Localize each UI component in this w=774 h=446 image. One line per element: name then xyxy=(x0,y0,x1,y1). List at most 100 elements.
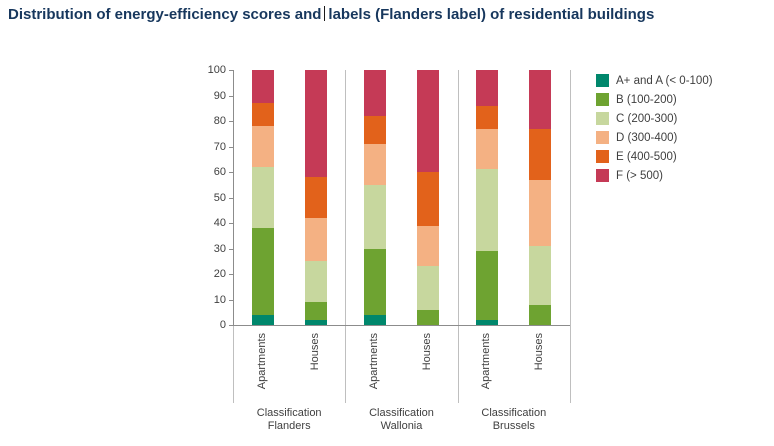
group-label: Classification Brussels xyxy=(458,407,570,433)
legend-label: A+ and A (< 0-100) xyxy=(616,74,713,87)
bar-segment xyxy=(364,314,387,325)
legend-item: B (100-200) xyxy=(596,90,713,109)
group-label-line2: Brussels xyxy=(492,420,535,432)
legend-label: B (100-200) xyxy=(616,93,677,106)
group-label-line2: Flanders xyxy=(267,420,311,432)
y-axis-tick xyxy=(229,274,233,275)
bar-category-label: Apartments xyxy=(255,333,268,390)
chart-legend: A+ and A (< 0-100) B (100-200) C (200-300)… xyxy=(596,71,713,185)
legend-item: E (400-500) xyxy=(596,147,713,166)
title-text-before-caret: Distribution of energy-efficiency scores… xyxy=(8,6,322,23)
legend-color-swatch xyxy=(596,150,609,163)
bar-category-label: Houses xyxy=(420,333,433,371)
bar-segment xyxy=(364,115,387,144)
y-axis-line xyxy=(233,70,234,325)
group-label-line1: Classification xyxy=(481,407,547,419)
y-axis-tick-label: 50 xyxy=(213,191,226,204)
y-axis-tick xyxy=(229,172,233,173)
category-separator-line xyxy=(570,70,571,403)
y-axis-tick-label: 30 xyxy=(213,242,226,255)
bar-segment xyxy=(251,70,274,104)
y-axis-tick xyxy=(229,325,233,326)
bar-segment xyxy=(529,304,552,325)
bar-category-label: Houses xyxy=(308,333,321,371)
legend-label: C (200-300) xyxy=(616,112,678,125)
bar-segment xyxy=(476,105,499,129)
bar-segment xyxy=(304,217,327,262)
y-axis-tick-label: 80 xyxy=(213,115,226,127)
bar-segment xyxy=(416,70,439,172)
y-axis-tick xyxy=(229,299,233,301)
bar-segment xyxy=(304,261,327,303)
title-text-after-caret: labels (Flanders label) of residential b… xyxy=(328,6,655,23)
legend-color-swatch xyxy=(596,131,609,144)
bar-segment xyxy=(251,314,274,325)
bar-segment xyxy=(364,70,387,116)
bar-segment xyxy=(529,70,552,129)
category-separator-line xyxy=(458,70,459,403)
legend-color-swatch xyxy=(596,169,609,182)
bar-segment xyxy=(416,172,439,226)
bar-segment xyxy=(416,266,439,310)
bar-category-label: Apartments xyxy=(480,333,493,390)
bar-segment xyxy=(416,309,439,325)
bar-segment xyxy=(476,251,499,320)
bar-segment xyxy=(416,225,439,267)
y-axis-tick xyxy=(229,95,233,97)
group-label-line1: Classification xyxy=(369,407,434,419)
bar-segment xyxy=(476,319,499,325)
chart-title[interactable]: Distribution of energy-efficiency scores… xyxy=(8,6,654,23)
x-axis-line xyxy=(233,325,570,326)
bar-segment xyxy=(529,179,552,246)
y-axis-tick-label: 90 xyxy=(213,89,226,102)
bar-category-label: Apartments xyxy=(368,333,381,390)
legend-color-swatch xyxy=(596,74,609,87)
bar-segment xyxy=(364,248,387,315)
bar-segment xyxy=(529,245,552,305)
legend-color-swatch xyxy=(596,112,609,125)
group-label-line2: Wallonia xyxy=(380,420,423,432)
y-axis-tick-label: 60 xyxy=(213,166,226,178)
y-axis-tick-label: 10 xyxy=(213,293,226,306)
legend-item: F (> 500) xyxy=(596,166,713,185)
bar-segment xyxy=(251,228,274,315)
legend-color-swatch xyxy=(596,93,609,106)
bar-category-label: Houses xyxy=(533,333,546,371)
group-label: Classification Flanders xyxy=(233,407,345,433)
y-axis-tick xyxy=(229,146,233,148)
bar-segment xyxy=(251,103,274,127)
legend-label: F (> 500) xyxy=(616,169,663,182)
y-axis-tick xyxy=(229,248,233,250)
y-axis-tick-label: 0 xyxy=(219,319,226,331)
bar-segment xyxy=(364,184,387,249)
legend-item: A+ and A (< 0-100) xyxy=(596,71,713,90)
legend-label: D (300-400) xyxy=(616,131,678,144)
y-axis-tick-label: 70 xyxy=(213,140,226,153)
y-axis-tick-label: 20 xyxy=(213,268,226,280)
bar-segment xyxy=(476,169,499,252)
legend-item: D (300-400) xyxy=(596,128,713,147)
bar-segment xyxy=(251,166,274,229)
y-axis-tick xyxy=(229,197,233,199)
bar-segment xyxy=(476,70,499,106)
bar-segment xyxy=(476,128,499,170)
bar-segment xyxy=(304,70,327,178)
y-axis-tick-label: 40 xyxy=(213,217,226,229)
legend-item: C (200-300) xyxy=(596,109,713,128)
plot-area: 0 10 20 30 40 50 60 70 80 90 100 Apartments Houses Ap… xyxy=(208,64,571,432)
group-label: Classification Wallonia xyxy=(345,407,457,433)
y-axis-tick xyxy=(229,70,233,71)
y-axis-tick-label: 100 xyxy=(207,64,226,76)
category-separator-line xyxy=(345,70,346,403)
bar-segment xyxy=(251,126,274,167)
y-axis-tick xyxy=(229,223,233,224)
y-axis-tick xyxy=(229,121,233,122)
bar-segment xyxy=(304,177,327,218)
text-caret-icon xyxy=(324,6,326,21)
bar-segment xyxy=(364,143,387,185)
category-separator-line xyxy=(233,325,234,403)
bar-segment xyxy=(304,319,327,325)
group-label-line1: Classification xyxy=(256,407,322,419)
bar-segment xyxy=(529,128,552,180)
